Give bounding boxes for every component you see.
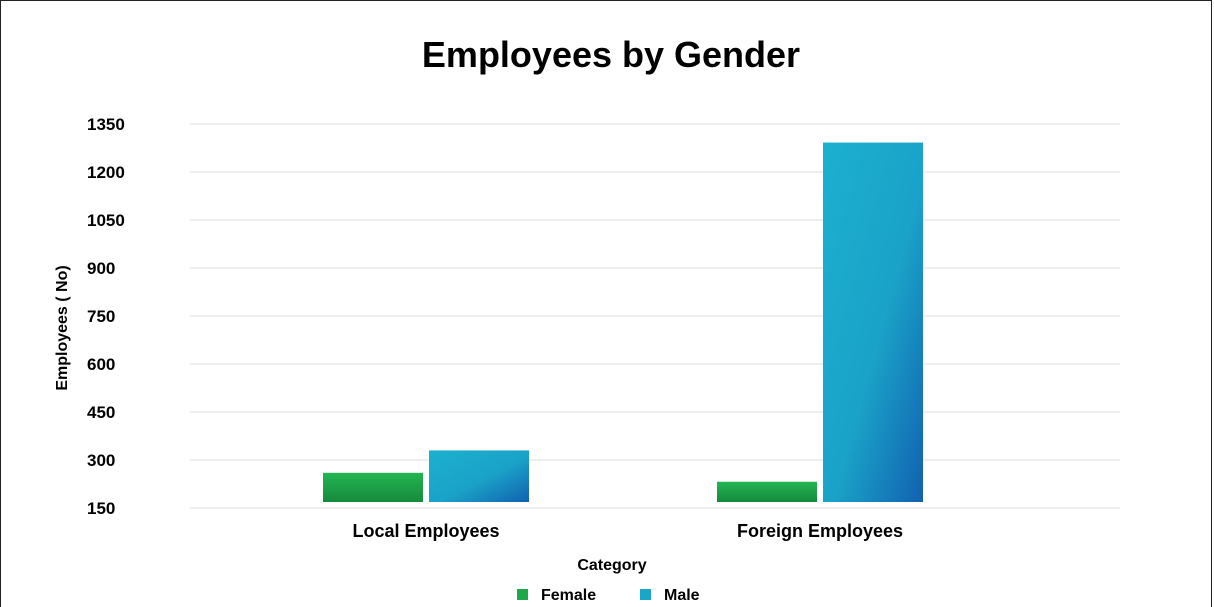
bars [323, 142, 923, 502]
x-category-label: Local Employees [352, 521, 499, 541]
gridlines [190, 123, 1120, 509]
bar-female [323, 472, 423, 502]
legend-swatch [517, 589, 528, 600]
bar-male [429, 450, 529, 502]
x-category-label: Foreign Employees [737, 521, 903, 541]
legend-label: Male [664, 587, 700, 604]
y-axis-ticks: 150 300 450 600 750 900 1050 1200 1350 [87, 115, 125, 518]
y-tick-label: 600 [87, 355, 115, 374]
x-axis-categories: Local Employees Foreign Employees [352, 521, 903, 541]
y-tick-label: 150 [87, 499, 115, 518]
chart-title: Employees by Gender [422, 34, 800, 75]
y-tick-label: 1350 [87, 115, 125, 134]
y-tick-label: 900 [87, 259, 115, 278]
y-axis-title: Employees ( No) [54, 265, 71, 390]
legend-label: Female [541, 587, 596, 604]
y-tick-label: 750 [87, 307, 115, 326]
x-axis-title: Category [577, 557, 646, 574]
y-tick-label: 300 [87, 451, 115, 470]
y-tick-label: 450 [87, 403, 115, 422]
y-tick-label: 1200 [87, 163, 125, 182]
legend-swatch [640, 589, 651, 600]
bar-female [717, 481, 817, 502]
bar-male [823, 142, 923, 502]
y-tick-label: 1050 [87, 211, 125, 230]
legend: Female Male [517, 587, 700, 604]
